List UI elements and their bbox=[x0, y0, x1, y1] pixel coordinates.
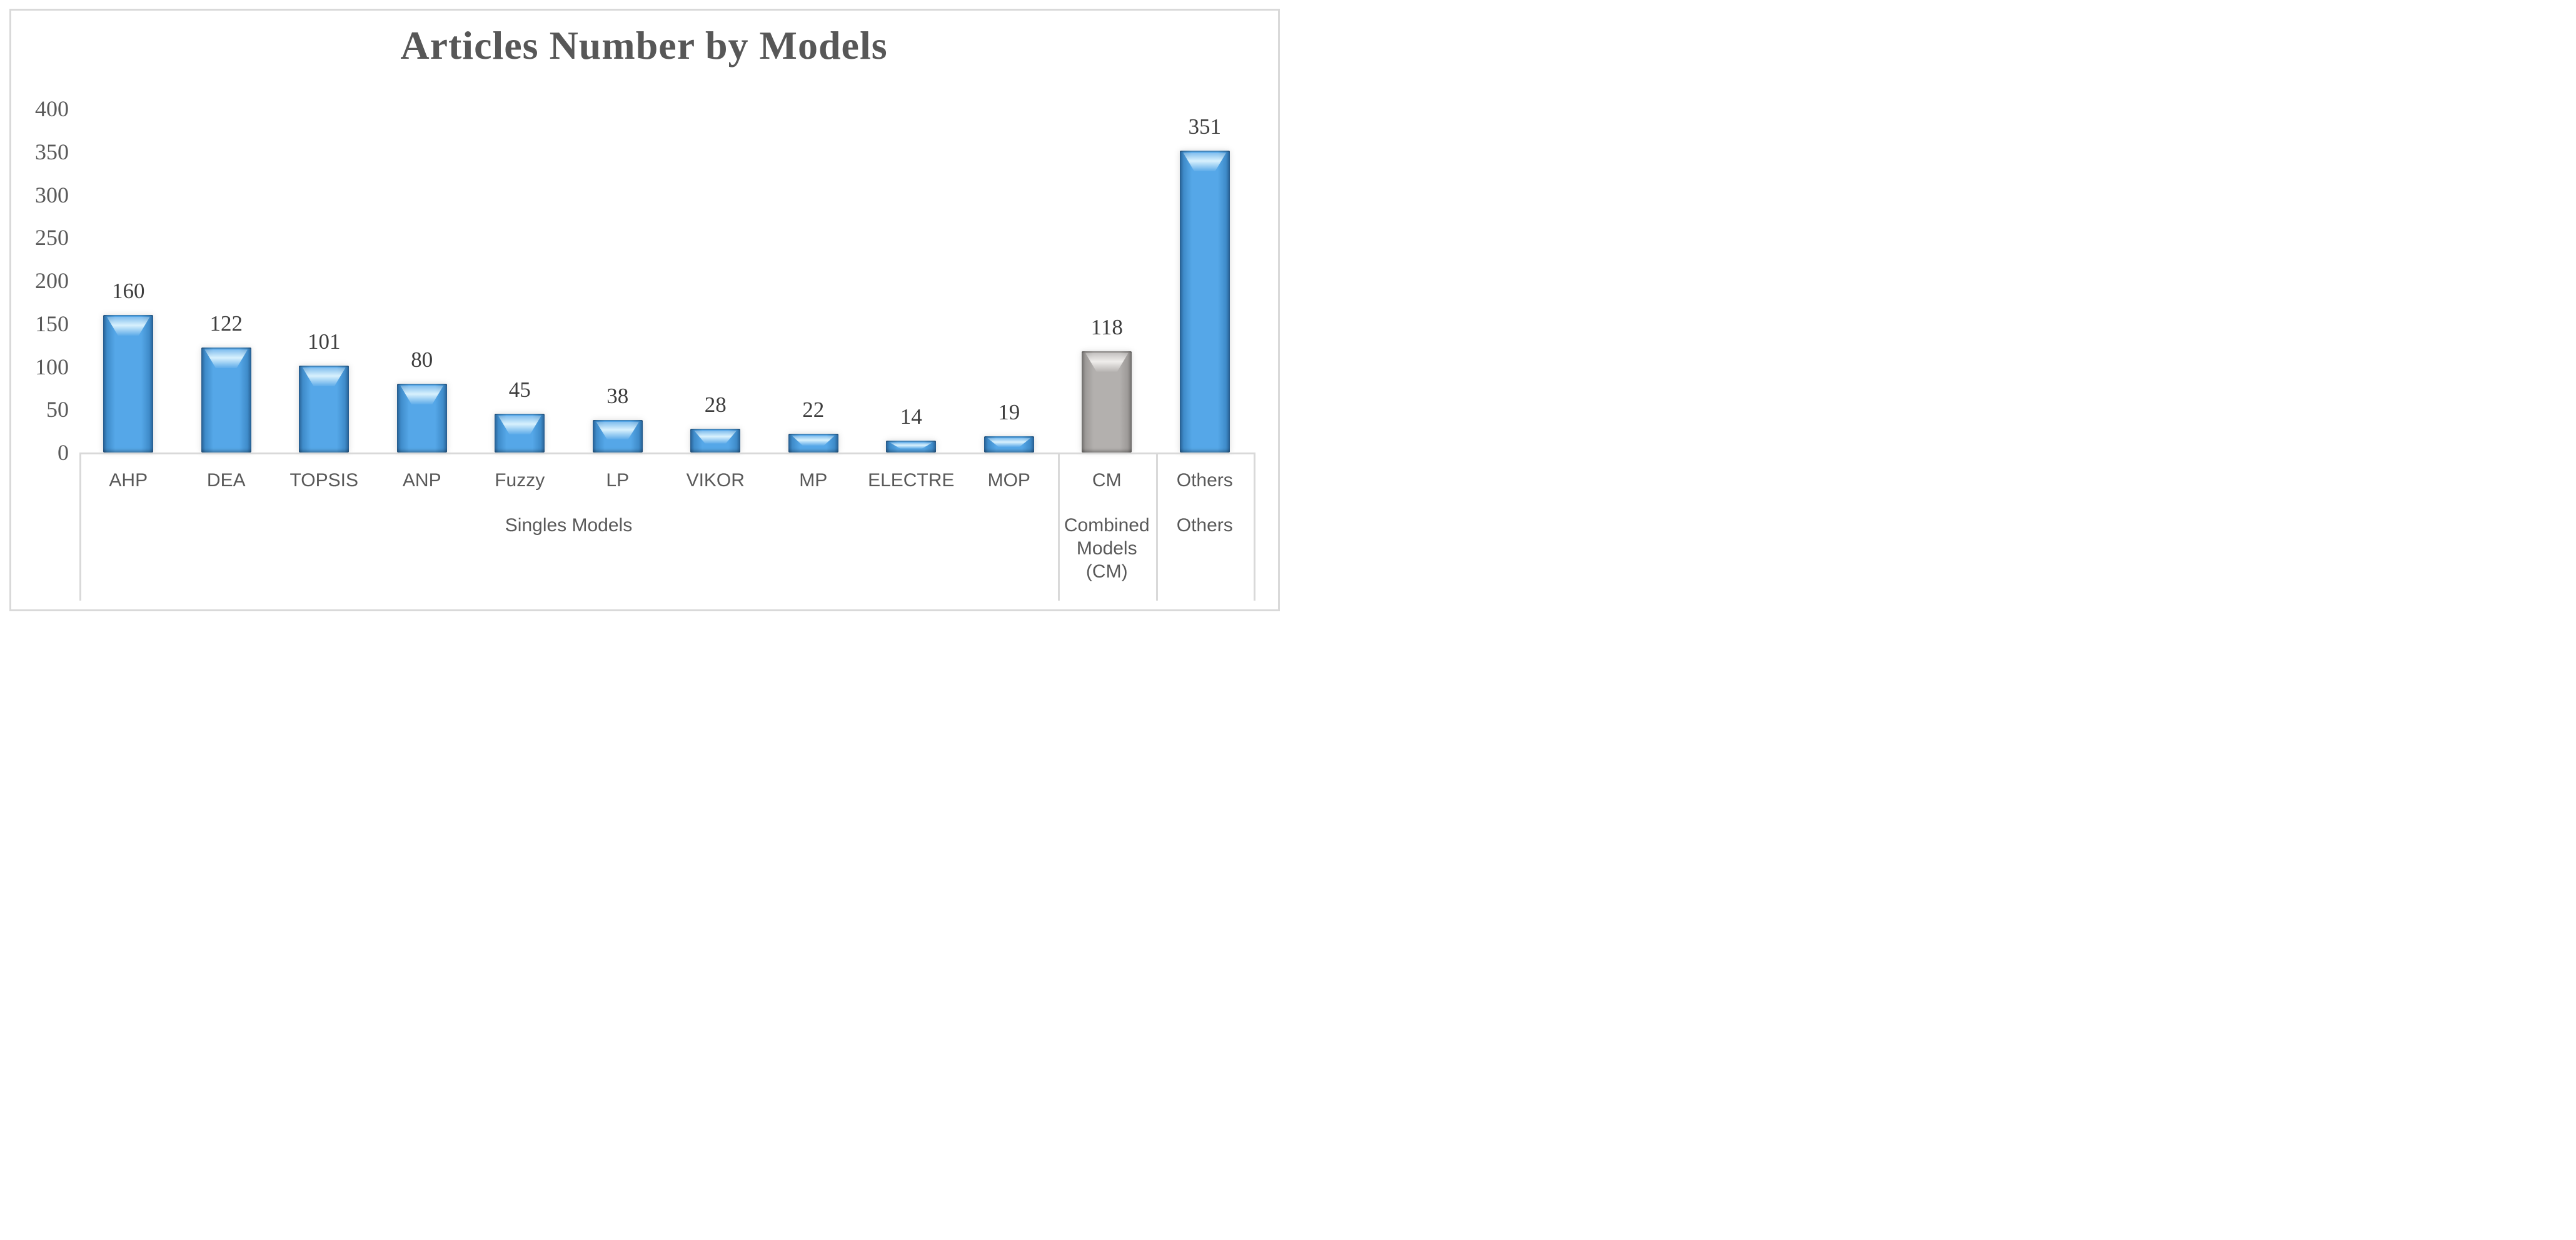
category-label-fuzzy: Fuzzy bbox=[495, 470, 545, 491]
bar-ahp bbox=[103, 315, 154, 452]
bar-electre bbox=[886, 440, 937, 452]
group-divider-line bbox=[79, 454, 81, 601]
category-label-ahp: AHP bbox=[109, 470, 148, 491]
bar-cm bbox=[1082, 351, 1132, 452]
category-label-others: Others bbox=[1176, 470, 1233, 491]
bar-value-label: 22 bbox=[802, 397, 825, 422]
bar-vikor bbox=[690, 428, 741, 452]
category-label-dea: DEA bbox=[206, 470, 246, 491]
bar-value-label: 101 bbox=[308, 329, 341, 354]
bar-value-label: 351 bbox=[1188, 114, 1222, 139]
bar-gloss-highlight bbox=[792, 435, 835, 446]
bar-dea bbox=[201, 348, 251, 452]
bar-gloss-highlight bbox=[693, 430, 737, 444]
bar-value-label: 38 bbox=[606, 383, 629, 408]
bar-others bbox=[1179, 151, 1230, 452]
bar-value-label: 80 bbox=[411, 348, 433, 372]
y-axis-tick-label: 300 bbox=[35, 182, 69, 208]
y-axis-tick-label: 250 bbox=[35, 225, 69, 251]
bar-fuzzy bbox=[495, 414, 545, 452]
chart-frame bbox=[9, 9, 1280, 611]
bar-gloss-highlight bbox=[302, 368, 346, 387]
group-label: Others bbox=[1176, 515, 1233, 536]
bar-value-label: 14 bbox=[900, 404, 922, 429]
bar-gloss-highlight bbox=[106, 317, 150, 336]
group-divider-line bbox=[1155, 454, 1158, 601]
bar-gloss-highlight bbox=[987, 438, 1031, 448]
bar-anp bbox=[396, 384, 447, 452]
bar-value-label: 19 bbox=[998, 399, 1020, 424]
bar-mop bbox=[984, 436, 1034, 452]
group-label: Singles Models bbox=[505, 515, 633, 536]
y-axis-tick-label: 100 bbox=[35, 354, 69, 379]
category-label-mp: MP bbox=[799, 470, 828, 491]
bar-mp bbox=[788, 433, 838, 452]
category-label-cm: CM bbox=[1092, 470, 1122, 491]
category-label-lp: LP bbox=[606, 470, 630, 491]
bar-value-label: 118 bbox=[1090, 314, 1123, 339]
group-divider-line bbox=[1058, 454, 1060, 601]
bar-gloss-highlight bbox=[400, 386, 444, 404]
y-axis-tick-label: 50 bbox=[46, 397, 69, 422]
bar-value-label: 28 bbox=[704, 392, 727, 417]
category-label-vikor: VIKOR bbox=[686, 470, 745, 491]
group-divider-line bbox=[1254, 454, 1255, 601]
category-label-anp: ANP bbox=[402, 470, 441, 491]
category-label-topsis: TOPSIS bbox=[289, 470, 358, 491]
bar-value-label: 160 bbox=[112, 279, 145, 303]
bar-gloss-highlight bbox=[1183, 152, 1227, 172]
bar-topsis bbox=[299, 366, 350, 452]
y-axis-tick-label: 200 bbox=[35, 268, 69, 293]
group-label: Combined Models (CM) bbox=[1064, 515, 1150, 582]
bar-gloss-highlight bbox=[498, 416, 541, 435]
y-axis-tick-label: 0 bbox=[58, 440, 69, 465]
y-axis-tick-label: 350 bbox=[35, 139, 69, 164]
bar-gloss-highlight bbox=[889, 442, 933, 449]
category-label-mop: MOP bbox=[987, 470, 1030, 491]
y-axis-tick-label: 150 bbox=[35, 311, 69, 336]
bar-gloss-highlight bbox=[596, 421, 640, 440]
chart-title: Articles Number by Models bbox=[400, 23, 888, 68]
bar-gloss-highlight bbox=[204, 349, 248, 369]
bar-value-label: 45 bbox=[508, 378, 531, 402]
bar-chart: Articles Number by Models 400 350 300 250 20… bbox=[0, 0, 1288, 620]
bar-lp bbox=[592, 419, 643, 452]
x-axis-line bbox=[79, 452, 1255, 454]
y-axis-tick-label: 400 bbox=[35, 96, 69, 121]
category-label-electre: ELECTRE bbox=[868, 470, 955, 491]
bar-value-label: 122 bbox=[209, 311, 243, 336]
bar-gloss-highlight bbox=[1085, 352, 1129, 372]
